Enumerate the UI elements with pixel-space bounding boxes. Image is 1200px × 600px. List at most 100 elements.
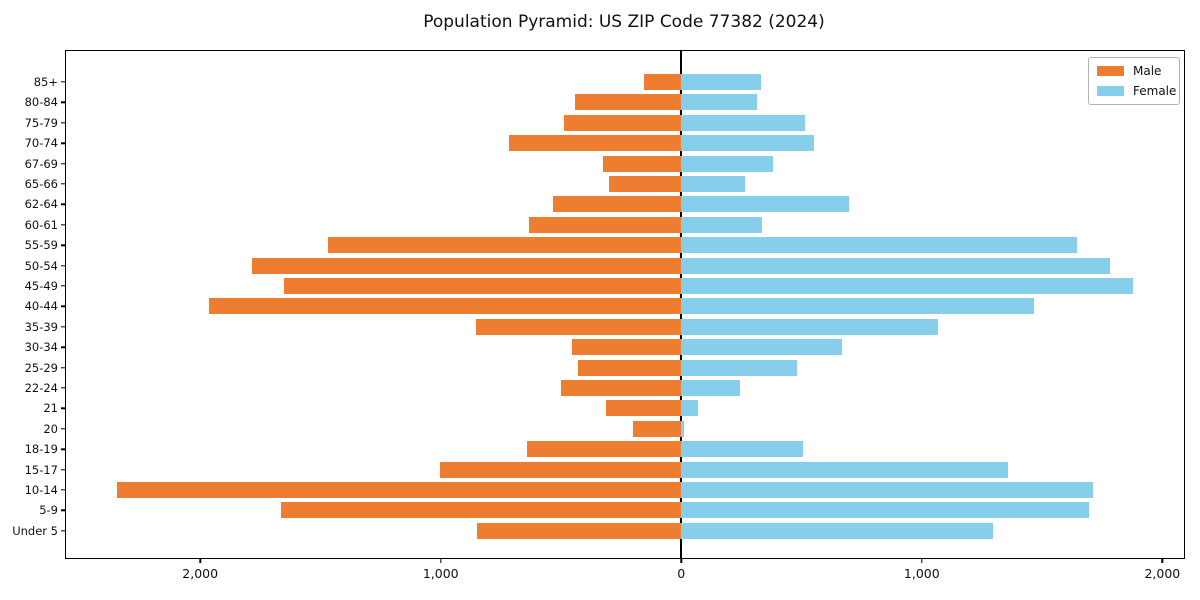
bar-female-under-5 bbox=[681, 522, 993, 539]
x-tick-label-3: 1,000 bbox=[903, 566, 940, 581]
bar-female-25-29 bbox=[681, 359, 797, 376]
y-tick-mark-70-74 bbox=[61, 142, 66, 144]
y-tick-label-10-14: 10-14 bbox=[24, 483, 58, 497]
bar-female-85 bbox=[681, 74, 761, 90]
bar-male-55-59 bbox=[328, 237, 682, 254]
bar-male-15-17 bbox=[439, 461, 682, 478]
bar-female-60-61 bbox=[681, 216, 762, 233]
bar-female-20 bbox=[681, 420, 685, 437]
y-tick-mark-22-24 bbox=[61, 387, 66, 389]
legend-female-label: Female bbox=[1133, 84, 1177, 98]
y-tick-mark-80-84 bbox=[61, 101, 66, 104]
bar-male-18-19 bbox=[526, 441, 682, 458]
y-tick-mark-20 bbox=[61, 428, 66, 430]
chart-title: Population Pyramid: US ZIP Code 77382 (2… bbox=[423, 12, 825, 32]
y-tick-label-70-74: 70-74 bbox=[24, 136, 58, 151]
y-tick-label-5-9: 5-9 bbox=[39, 503, 58, 518]
bar-female-62-64 bbox=[681, 196, 850, 213]
bar-female-18-19 bbox=[681, 441, 803, 458]
bar-male-21 bbox=[605, 400, 682, 417]
y-tick-label-15-17: 15-17 bbox=[24, 462, 58, 477]
y-tick-label-22-24: 22-24 bbox=[24, 381, 58, 395]
bar-female-30-34 bbox=[681, 339, 842, 356]
y-tick-label-65-66: 65-66 bbox=[24, 177, 58, 191]
bar-female-67-69 bbox=[681, 155, 774, 172]
y-tick-label-40-44: 40-44 bbox=[24, 299, 58, 314]
female-swatch-icon bbox=[1097, 86, 1124, 96]
y-tick-label-under-5: Under 5 bbox=[12, 523, 58, 538]
legend: Male Female bbox=[1088, 57, 1180, 105]
legend-male-label: Male bbox=[1133, 64, 1162, 78]
y-tick-mark-15-17 bbox=[61, 468, 66, 471]
y-tick-mark-35-39 bbox=[61, 326, 66, 328]
bar-male-5-9 bbox=[280, 502, 682, 519]
bar-male-60-61 bbox=[529, 216, 682, 233]
y-tick-label-75-79: 75-79 bbox=[24, 115, 58, 130]
bar-male-85 bbox=[644, 74, 682, 90]
bar-male-75-79 bbox=[564, 114, 682, 131]
y-tick-mark-50-54 bbox=[61, 264, 66, 267]
y-tick-mark-18-19 bbox=[61, 448, 66, 450]
x-tick-label-2: 0 bbox=[677, 566, 686, 581]
bar-male-20 bbox=[633, 420, 682, 437]
legend-item-male: Male bbox=[1097, 64, 1162, 78]
y-tick-mark-65-66 bbox=[61, 183, 66, 185]
y-tick-label-21: 21 bbox=[43, 401, 58, 416]
y-tick-mark-40-44 bbox=[61, 305, 66, 308]
y-tick-label-35-39: 35-39 bbox=[24, 319, 58, 334]
bar-female-15-17 bbox=[681, 461, 1008, 478]
y-tick-mark-62-64 bbox=[61, 203, 66, 206]
y-tick-label-60-61: 60-61 bbox=[24, 217, 58, 232]
bar-male-22-24 bbox=[561, 380, 682, 396]
y-tick-mark-under-5 bbox=[61, 530, 66, 532]
y-tick-mark-85 bbox=[61, 81, 66, 83]
bar-male-70-74 bbox=[508, 135, 682, 152]
male-swatch-icon bbox=[1097, 66, 1124, 76]
y-tick-mark-5-9 bbox=[61, 509, 66, 512]
bar-female-35-39 bbox=[681, 318, 938, 335]
y-tick-mark-30-34 bbox=[61, 346, 66, 348]
y-tick-label-30-34: 30-34 bbox=[24, 340, 58, 355]
bar-female-50-54 bbox=[681, 257, 1111, 274]
y-tick-mark-55-59 bbox=[61, 244, 66, 246]
x-tick-label-1: 1,000 bbox=[422, 566, 459, 581]
bar-male-10-14 bbox=[116, 482, 682, 498]
y-tick-mark-25-29 bbox=[61, 366, 66, 369]
zero-axis-line bbox=[680, 51, 683, 558]
bar-female-22-24 bbox=[681, 380, 740, 396]
y-tick-mark-67-69 bbox=[61, 162, 66, 165]
y-tick-mark-45-49 bbox=[61, 285, 66, 287]
y-tick-mark-60-61 bbox=[61, 224, 66, 226]
bar-male-80-84 bbox=[575, 94, 682, 111]
bar-male-40-44 bbox=[209, 298, 682, 315]
y-tick-label-18-19: 18-19 bbox=[24, 442, 58, 457]
bar-female-55-59 bbox=[681, 237, 1077, 254]
legend-item-female: Female bbox=[1097, 84, 1177, 98]
bar-female-70-74 bbox=[681, 135, 815, 152]
bar-male-25-29 bbox=[577, 359, 682, 376]
y-tick-label-25-29: 25-29 bbox=[24, 360, 58, 375]
y-tick-mark-10-14 bbox=[61, 489, 66, 491]
y-tick-label-80-84: 80-84 bbox=[24, 95, 58, 110]
y-tick-label-20: 20 bbox=[43, 421, 58, 436]
y-tick-label-50-54: 50-54 bbox=[24, 258, 58, 273]
bar-male-45-49 bbox=[284, 278, 682, 294]
bar-female-65-66 bbox=[681, 176, 746, 192]
bar-female-45-49 bbox=[681, 278, 1134, 294]
bar-male-62-64 bbox=[552, 196, 682, 213]
y-tick-mark-75-79 bbox=[61, 122, 66, 124]
bar-male-30-34 bbox=[572, 339, 682, 356]
x-tick-mark-1 bbox=[440, 558, 442, 563]
x-tick-mark-0 bbox=[199, 558, 201, 563]
bar-female-5-9 bbox=[681, 502, 1089, 519]
y-tick-label-45-49: 45-49 bbox=[24, 279, 58, 293]
y-tick-label-85: 85+ bbox=[33, 75, 58, 89]
bar-male-50-54 bbox=[251, 257, 682, 274]
x-tick-label-0: 2,000 bbox=[182, 566, 219, 581]
bar-female-75-79 bbox=[681, 114, 806, 131]
bar-male-under-5 bbox=[476, 522, 682, 539]
bar-female-80-84 bbox=[681, 94, 757, 111]
bar-female-40-44 bbox=[681, 298, 1035, 315]
x-tick-mark-4 bbox=[1161, 558, 1164, 563]
